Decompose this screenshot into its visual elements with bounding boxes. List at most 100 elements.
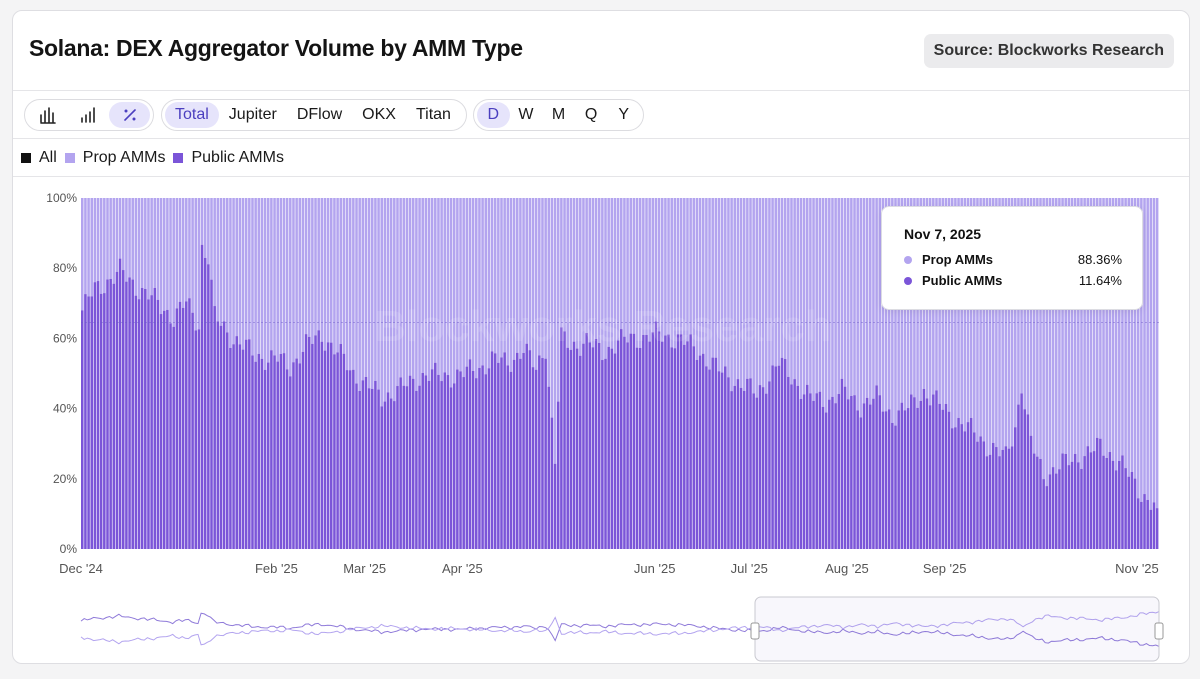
bar-prop-amms[interactable] [361,198,365,381]
bar-public-amms[interactable] [667,334,670,549]
bar-public-amms[interactable] [724,366,727,549]
bar-public-amms[interactable] [323,350,327,549]
bar-public-amms[interactable] [572,341,576,549]
bar-prop-amms[interactable] [894,198,897,426]
bar-prop-amms[interactable] [229,198,232,348]
bar-public-amms[interactable] [522,352,525,549]
bar-prop-amms[interactable] [575,198,579,349]
bar-prop-amms[interactable] [1070,198,1074,462]
bar-public-amms[interactable] [607,346,610,549]
bar-public-amms[interactable] [531,367,535,549]
bar-public-amms[interactable] [714,357,718,549]
bar-prop-amms[interactable] [295,198,298,359]
bar-prop-amms[interactable] [859,198,863,418]
bar-public-amms[interactable] [289,376,292,549]
bar-public-amms[interactable] [973,432,976,549]
bar-public-amms[interactable] [295,358,298,549]
bar-public-amms[interactable] [408,375,412,549]
bar-public-amms[interactable] [998,456,1001,549]
bar-public-amms[interactable] [144,289,147,549]
bar-public-amms[interactable] [894,425,897,549]
bar-public-amms[interactable] [783,359,787,549]
bar-prop-amms[interactable] [616,198,620,341]
bar-prop-amms[interactable] [304,198,308,335]
bar-public-amms[interactable] [118,258,122,549]
bar-prop-amms[interactable] [415,198,418,391]
bar-public-amms[interactable] [1067,465,1071,549]
bar-prop-amms[interactable] [449,198,453,388]
bar-prop-amms[interactable] [626,198,629,343]
bar-prop-amms[interactable] [1133,198,1137,479]
bar-public-amms[interactable] [799,399,803,549]
bar-prop-amms[interactable] [106,198,109,280]
bar-prop-amms[interactable] [790,198,793,385]
bar-public-amms[interactable] [969,417,973,549]
bar-public-amms[interactable] [235,336,238,549]
bar-prop-amms[interactable] [846,198,850,400]
bar-public-amms[interactable] [887,409,891,549]
bar-prop-amms[interactable] [103,198,106,294]
bar-prop-amms[interactable] [692,198,696,347]
bar-prop-amms[interactable] [683,198,686,345]
bar-prop-amms[interactable] [500,198,503,358]
bar-public-amms[interactable] [468,359,472,549]
bar-public-amms[interactable] [241,349,245,549]
bar-public-amms[interactable] [809,393,812,549]
bar-public-amms[interactable] [897,410,900,549]
bar-public-amms[interactable] [1086,446,1090,549]
bar-public-amms[interactable] [437,374,440,549]
bar-prop-amms[interactable] [843,198,847,387]
bar-prop-amms[interactable] [563,198,566,332]
bar-prop-amms[interactable] [544,198,547,359]
bar-prop-amms[interactable] [456,198,459,370]
bar-prop-amms[interactable] [1039,198,1042,460]
bar-public-amms[interactable] [361,380,365,549]
bar-public-amms[interactable] [528,350,532,549]
bar-public-amms[interactable] [764,393,768,549]
bar-public-amms[interactable] [150,295,153,549]
bar-public-amms[interactable] [903,410,907,549]
bar-prop-amms[interactable] [582,198,585,344]
bar-prop-amms[interactable] [389,198,393,399]
bar-prop-amms[interactable] [93,198,97,283]
bar-public-amms[interactable] [648,341,651,549]
bar-prop-amms[interactable] [1105,198,1108,458]
bar-prop-amms[interactable] [604,198,607,359]
bar-public-amms[interactable] [185,301,188,549]
bar-prop-amms[interactable] [872,198,875,399]
bar-public-amms[interactable] [843,386,847,549]
bar-public-amms[interactable] [834,403,837,549]
bar-prop-amms[interactable] [1114,198,1118,471]
bar-prop-amms[interactable] [153,198,157,288]
bar-prop-amms[interactable] [667,198,670,335]
bar-prop-amms[interactable] [538,198,541,356]
bar-prop-amms[interactable] [534,198,538,370]
bar-prop-amms[interactable] [660,198,664,342]
bar-public-amms[interactable] [411,378,415,549]
bar-prop-amms[interactable] [465,198,469,367]
bar-prop-amms[interactable] [307,198,311,337]
bar-prop-amms[interactable] [733,198,737,386]
bar-public-amms[interactable] [84,294,87,549]
bar-prop-amms[interactable] [367,198,371,389]
bar-prop-amms[interactable] [963,198,967,432]
bar-public-amms[interactable] [560,327,563,549]
navigator-selection[interactable] [754,596,1160,662]
bar-public-amms[interactable] [701,353,705,549]
bar-public-amms[interactable] [550,417,554,549]
bar-public-amms[interactable] [1051,467,1055,549]
bar-public-amms[interactable] [638,347,642,549]
bar-prop-amms[interactable] [654,198,658,322]
bar-prop-amms[interactable] [1010,198,1014,447]
bar-prop-amms[interactable] [386,198,390,393]
bar-prop-amms[interactable] [333,198,336,355]
bar-public-amms[interactable] [828,399,831,549]
bar-prop-amms[interactable] [629,198,633,334]
bar-public-amms[interactable] [197,329,201,549]
bar-public-amms[interactable] [307,336,311,549]
bar-prop-amms[interactable] [547,198,551,387]
bar-public-amms[interactable] [616,340,620,549]
bar-public-amms[interactable] [330,342,333,549]
bar-prop-amms[interactable] [408,198,412,376]
bar-prop-amms[interactable] [840,198,844,379]
